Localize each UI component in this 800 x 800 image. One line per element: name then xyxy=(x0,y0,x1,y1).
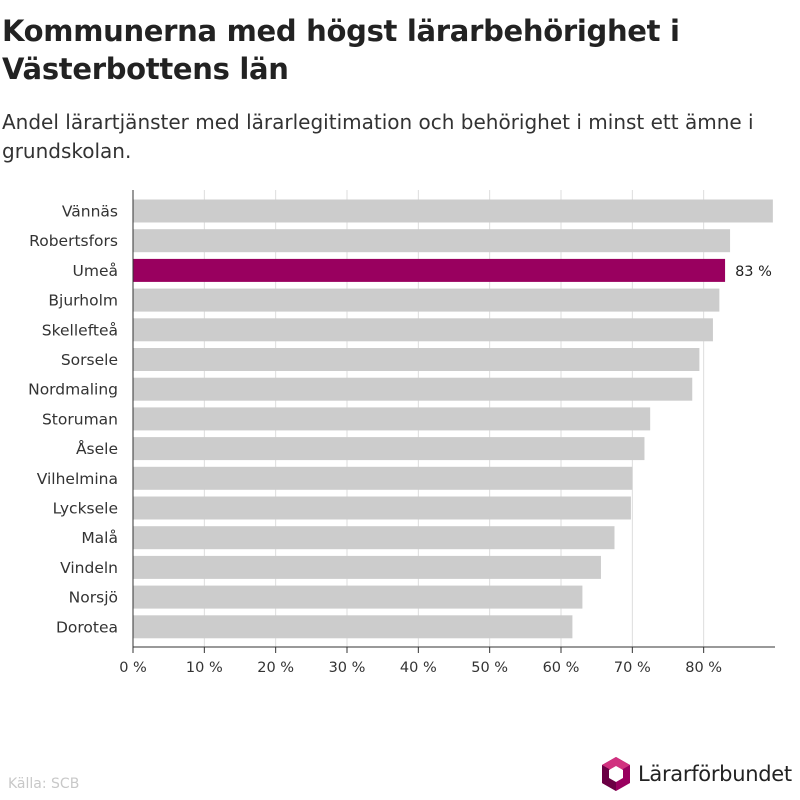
bar xyxy=(133,318,713,342)
x-tick-label: 70 % xyxy=(614,660,651,676)
category-label: Robertsfors xyxy=(29,232,118,250)
category-label: Storuman xyxy=(42,410,118,428)
x-tick-label: 30 % xyxy=(329,660,366,676)
chart-subtitle: Andel lärartjänster med lärarlegitimatio… xyxy=(2,110,754,163)
chart-title: Kommunerna med högst lärarbehörighet i V… xyxy=(2,14,680,86)
category-label: Umeå xyxy=(73,262,118,280)
category-label: Nordmaling xyxy=(28,381,118,399)
bar xyxy=(133,526,615,550)
bar xyxy=(133,288,720,312)
logo-text: Lärarförbundet xyxy=(638,762,792,786)
category-label: Åsele xyxy=(76,439,118,458)
bar xyxy=(133,555,601,579)
bar xyxy=(133,585,583,609)
category-label: Malå xyxy=(81,529,118,547)
category-label: Vilhelmina xyxy=(37,470,118,488)
x-tick-label: 40 % xyxy=(400,660,437,676)
bar-chart: Vännäs Robertsfors Umeå 83 % Bjurholm Skellef… xyxy=(28,190,775,676)
bar xyxy=(133,466,633,490)
category-label: Skellefteå xyxy=(42,321,118,339)
x-tick-label: 80 % xyxy=(685,660,722,676)
x-tick-label: 60 % xyxy=(543,660,580,676)
data-label: 83 % xyxy=(735,264,772,280)
category-label: Sorsele xyxy=(61,351,118,369)
x-tick-label: 0 % xyxy=(119,660,147,676)
bar xyxy=(133,496,631,520)
bar xyxy=(133,407,651,431)
category-label: Vännäs xyxy=(62,203,118,221)
category-label: Vindeln xyxy=(60,559,118,577)
bar xyxy=(133,199,773,223)
category-label: Bjurholm xyxy=(48,292,118,310)
bar xyxy=(133,348,700,371)
bar xyxy=(133,229,731,253)
category-label: Dorotea xyxy=(56,618,118,636)
category-label: Norsjö xyxy=(69,589,118,607)
category-label: Lycksele xyxy=(53,500,118,518)
bar xyxy=(133,377,693,401)
bar xyxy=(133,615,573,639)
source-note: Källa: SCB xyxy=(8,776,80,792)
x-tick-label: 20 % xyxy=(257,660,294,676)
bar xyxy=(133,437,645,461)
x-tick-label: 10 % xyxy=(186,660,223,676)
x-tick-label: 50 % xyxy=(471,660,508,676)
hexagon-logo-icon xyxy=(602,757,630,791)
brand-logo: Lärarförbundet xyxy=(600,756,792,792)
bar xyxy=(133,258,726,282)
